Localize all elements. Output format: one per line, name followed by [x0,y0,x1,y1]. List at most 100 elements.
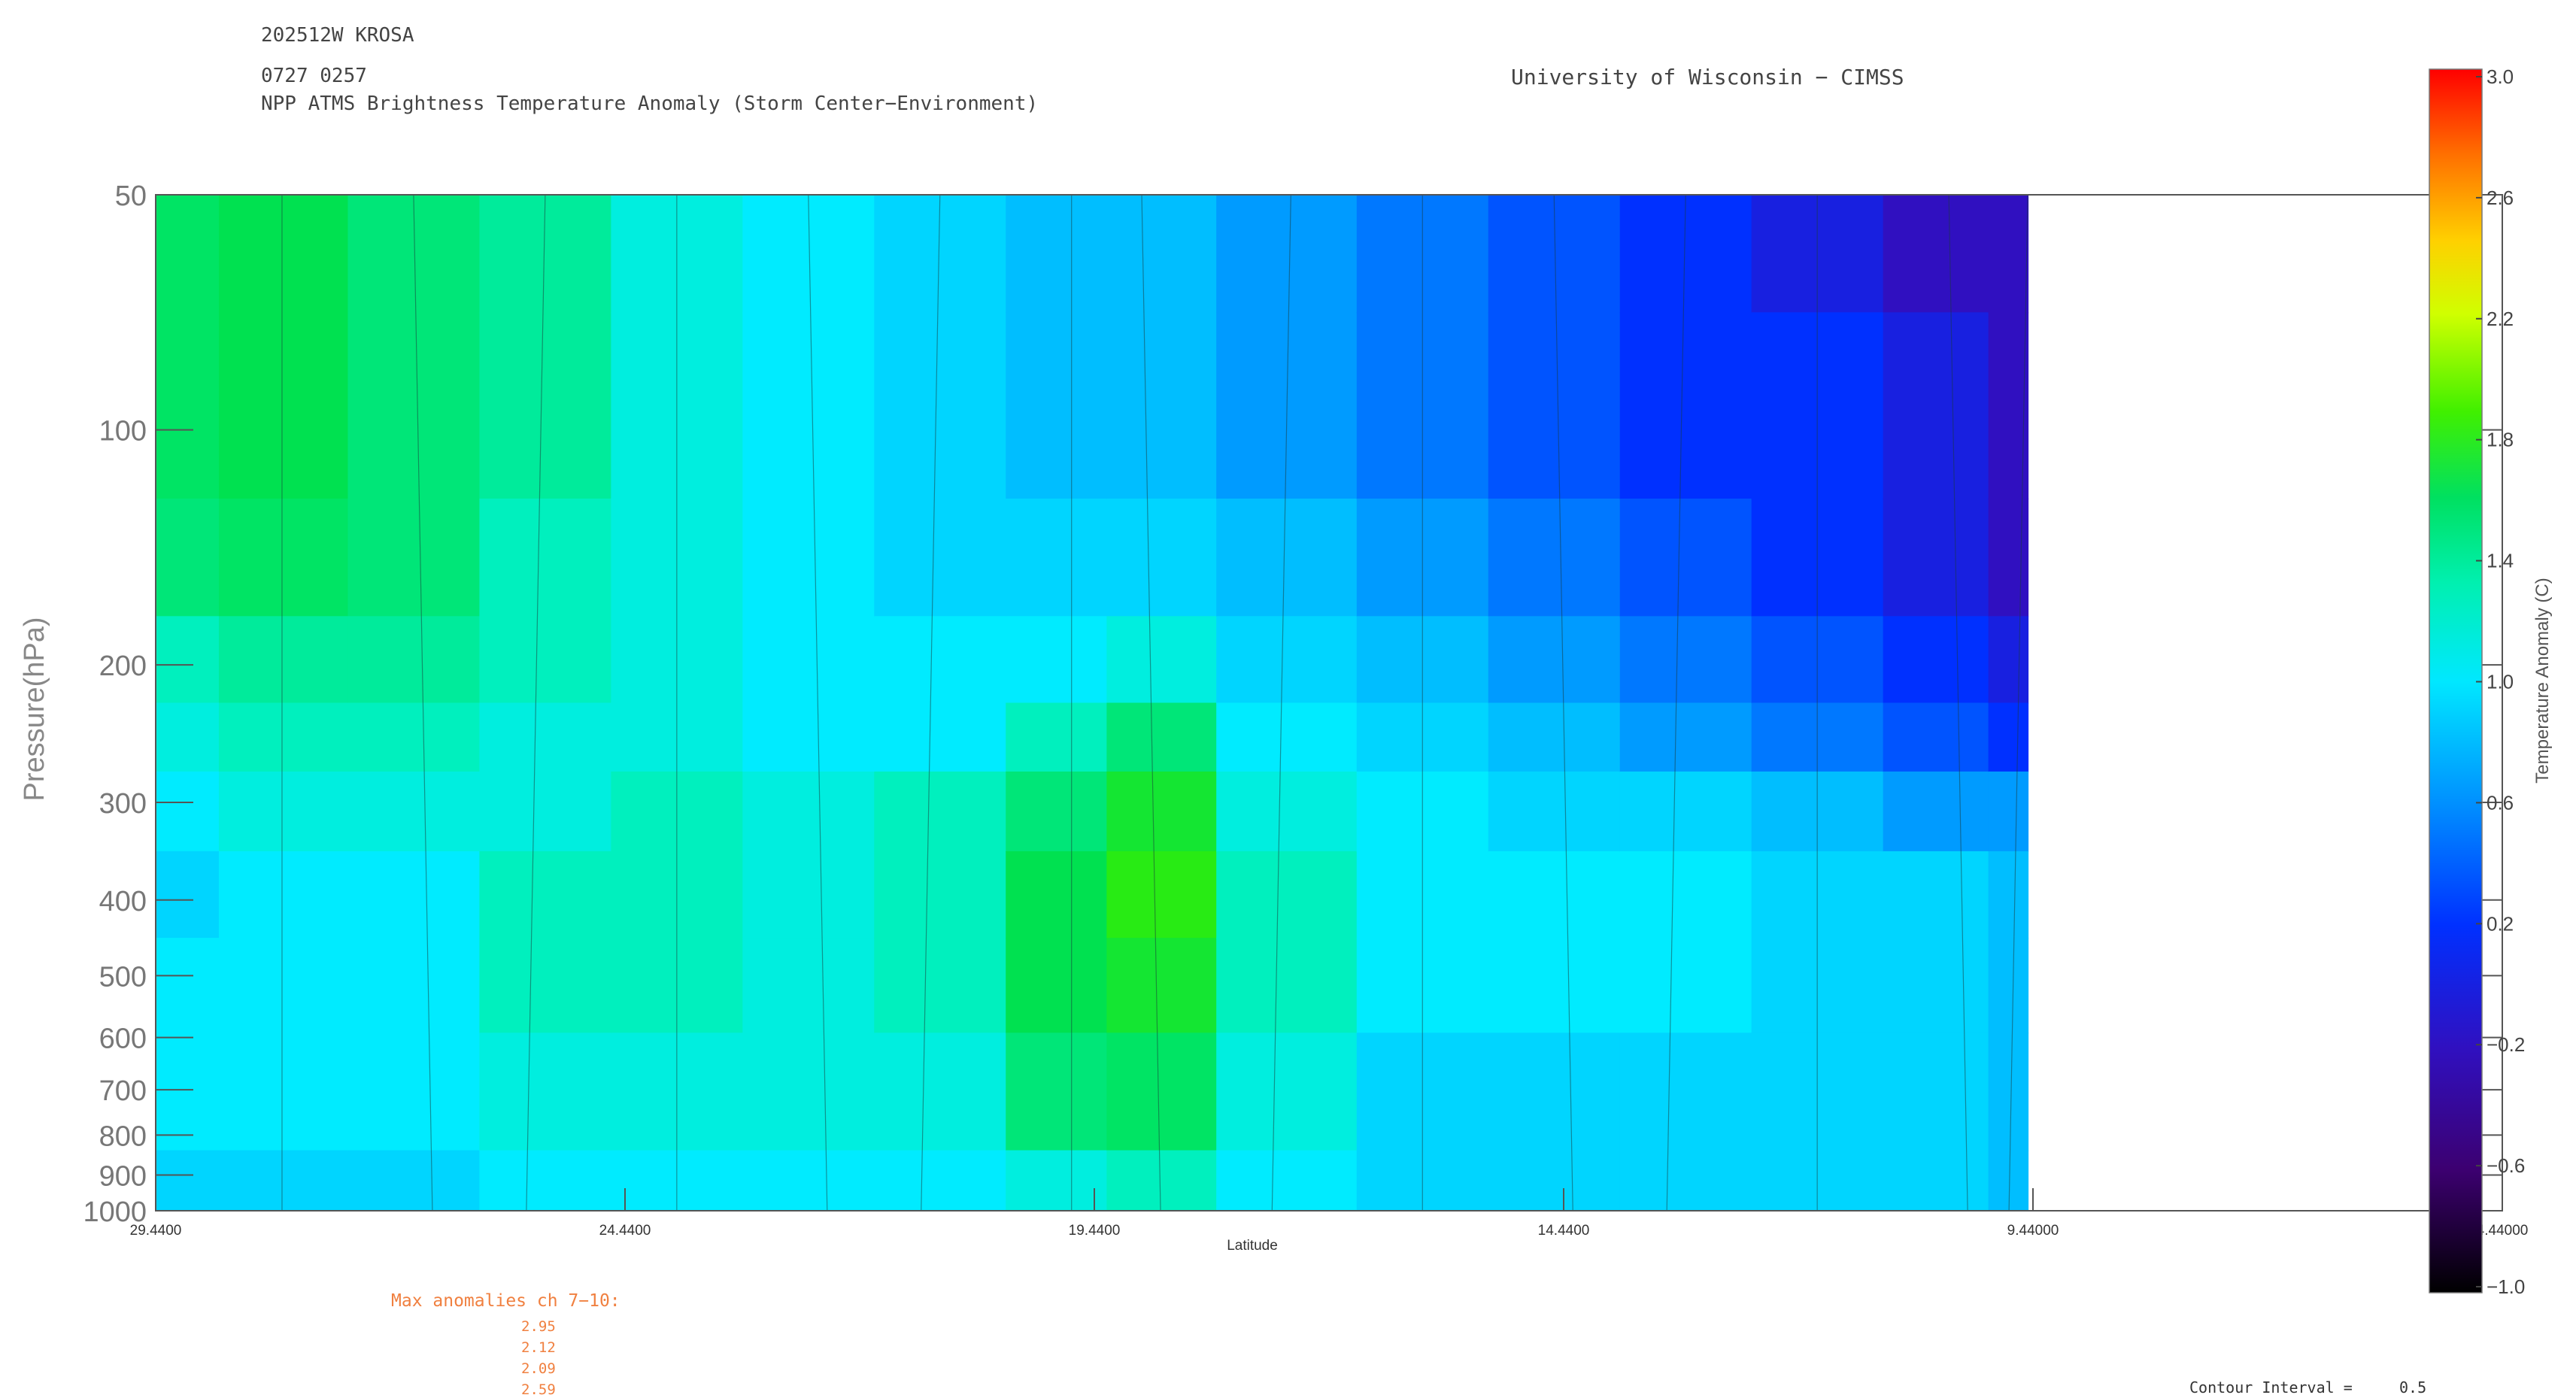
anomaly-cell [1006,1150,1108,1211]
anomaly-cell [1006,702,1108,772]
anomaly-cell [218,1033,349,1151]
anomaly-cell [479,1150,612,1211]
anomaly-cell [218,938,349,1034]
anomaly-cell [1006,1033,1108,1151]
contour-line [2008,195,2028,1211]
colorbar-label: Temperature Anomaly (C) [2532,578,2553,783]
anomaly-cell [218,851,349,939]
y-tick-label: 400 [99,886,147,917]
anomaly-cell [1106,499,1218,617]
anomaly-cell [1883,499,1989,617]
product-title: NPP ATMS Brightness Temperature Anomaly … [261,92,1039,115]
anomaly-cell [1106,1150,1218,1211]
x-tick-label: 4.44000 [2477,1223,2529,1239]
anomaly-cell [1216,1150,1358,1211]
anomaly-cell [1216,499,1358,617]
anomaly-cell [1883,771,1989,852]
anomaly-cell [1006,938,1108,1034]
x-tick-label: 24.4400 [599,1223,651,1239]
anomaly-cell [1883,616,1989,704]
anomaly-cell [874,195,1007,314]
anomaly-cell [742,499,875,617]
contour-line [1271,195,1291,1211]
contour-line [526,195,546,1211]
anomaly-cell [1216,702,1358,772]
anomaly-cell [1006,312,1108,500]
anomaly-cell [1006,499,1108,617]
anomaly-cell [347,938,481,1034]
anomaly-cell [156,771,220,852]
colorbar-tick-label: 0.2 [2486,912,2514,935]
plot-frame [155,194,2503,1211]
anomaly-cell [156,702,220,772]
anomaly-cell [156,195,220,314]
contour-line [808,195,828,1211]
anomaly-cell [347,499,481,617]
anomaly-cell [479,195,612,314]
anomaly-cell [1216,851,1358,939]
anomaly-cell [742,1150,875,1211]
anomaly-cell [1488,851,1621,939]
max-anomalies-title: Max anomalies ch 7−10: [391,1291,620,1311]
anomaly-cell [874,312,1007,500]
contour-line [1948,195,1968,1211]
anomaly-cell [479,616,612,704]
anomaly-cell [742,771,875,852]
anomaly-cell [1216,1033,1358,1151]
anomaly-cell [1988,312,2029,500]
anomaly-cell [156,616,220,704]
anomaly-cell [1988,851,2029,939]
anomaly-cell [1988,938,2029,1034]
anomaly-cell [479,312,612,500]
anomaly-cell [1619,1150,1752,1211]
anomaly-cell [347,1033,481,1151]
contour-line [1666,195,1686,1211]
anomaly-cell [218,1150,349,1211]
anomaly-cell [1106,771,1218,852]
anomaly-cell [1106,1033,1218,1151]
y-tick-label: 800 [99,1121,147,1152]
y-tick-label: 50 [115,180,147,212]
anomaly-cell [479,499,612,617]
anomaly-cell [742,851,875,939]
anomaly-cell [1619,938,1752,1034]
anomaly-cell [1883,702,1989,772]
anomaly-cell [479,1033,612,1151]
anomaly-cell [742,702,875,772]
colorbar-tick-label: 1.0 [2486,671,2514,693]
anomaly-cell [1106,938,1218,1034]
anomaly-cell [874,1033,1007,1151]
anomaly-cell [479,851,612,939]
anomaly-cell [1106,851,1218,939]
anomaly-cell [1216,938,1358,1034]
anomaly-cell [1488,616,1621,704]
anomaly-cell [1988,1033,2029,1151]
anomaly-cell [347,312,481,500]
y-tick-label: 900 [99,1160,147,1192]
anomaly-cell [479,702,612,772]
anomaly-cell [1488,771,1621,852]
anomaly-cell [479,771,612,852]
anomaly-cell [1883,312,1989,500]
anomaly-cell [218,312,349,500]
date-time: 0727 0257 [261,65,367,87]
colorbar-tick-label: 1.8 [2486,429,2514,451]
y-tick-label: 100 [99,416,147,447]
x-tick-label: 9.44000 [2007,1223,2059,1239]
anomaly-cell [156,938,220,1034]
anomaly-cell [347,851,481,939]
colorbar-tick-label: −1.0 [2486,1275,2525,1298]
anomaly-cell [1216,616,1358,704]
anomaly-cell [1106,702,1218,772]
institution: University of Wisconsin − CIMSS [1511,65,1904,89]
anomaly-cell [1988,499,2029,617]
storm-id: 202512W KROSA [261,24,414,47]
anomaly-cell [1988,195,2029,314]
colorbar-tick-label: 0.6 [2486,791,2514,814]
anomaly-cell [1619,499,1752,617]
anomaly-cell [1216,195,1358,314]
colorbar-tick-label: −0.6 [2486,1154,2525,1177]
colorbar-tick-label: 3.0 [2486,65,2514,88]
anomaly-cell [742,938,875,1034]
contour-line [413,195,433,1211]
